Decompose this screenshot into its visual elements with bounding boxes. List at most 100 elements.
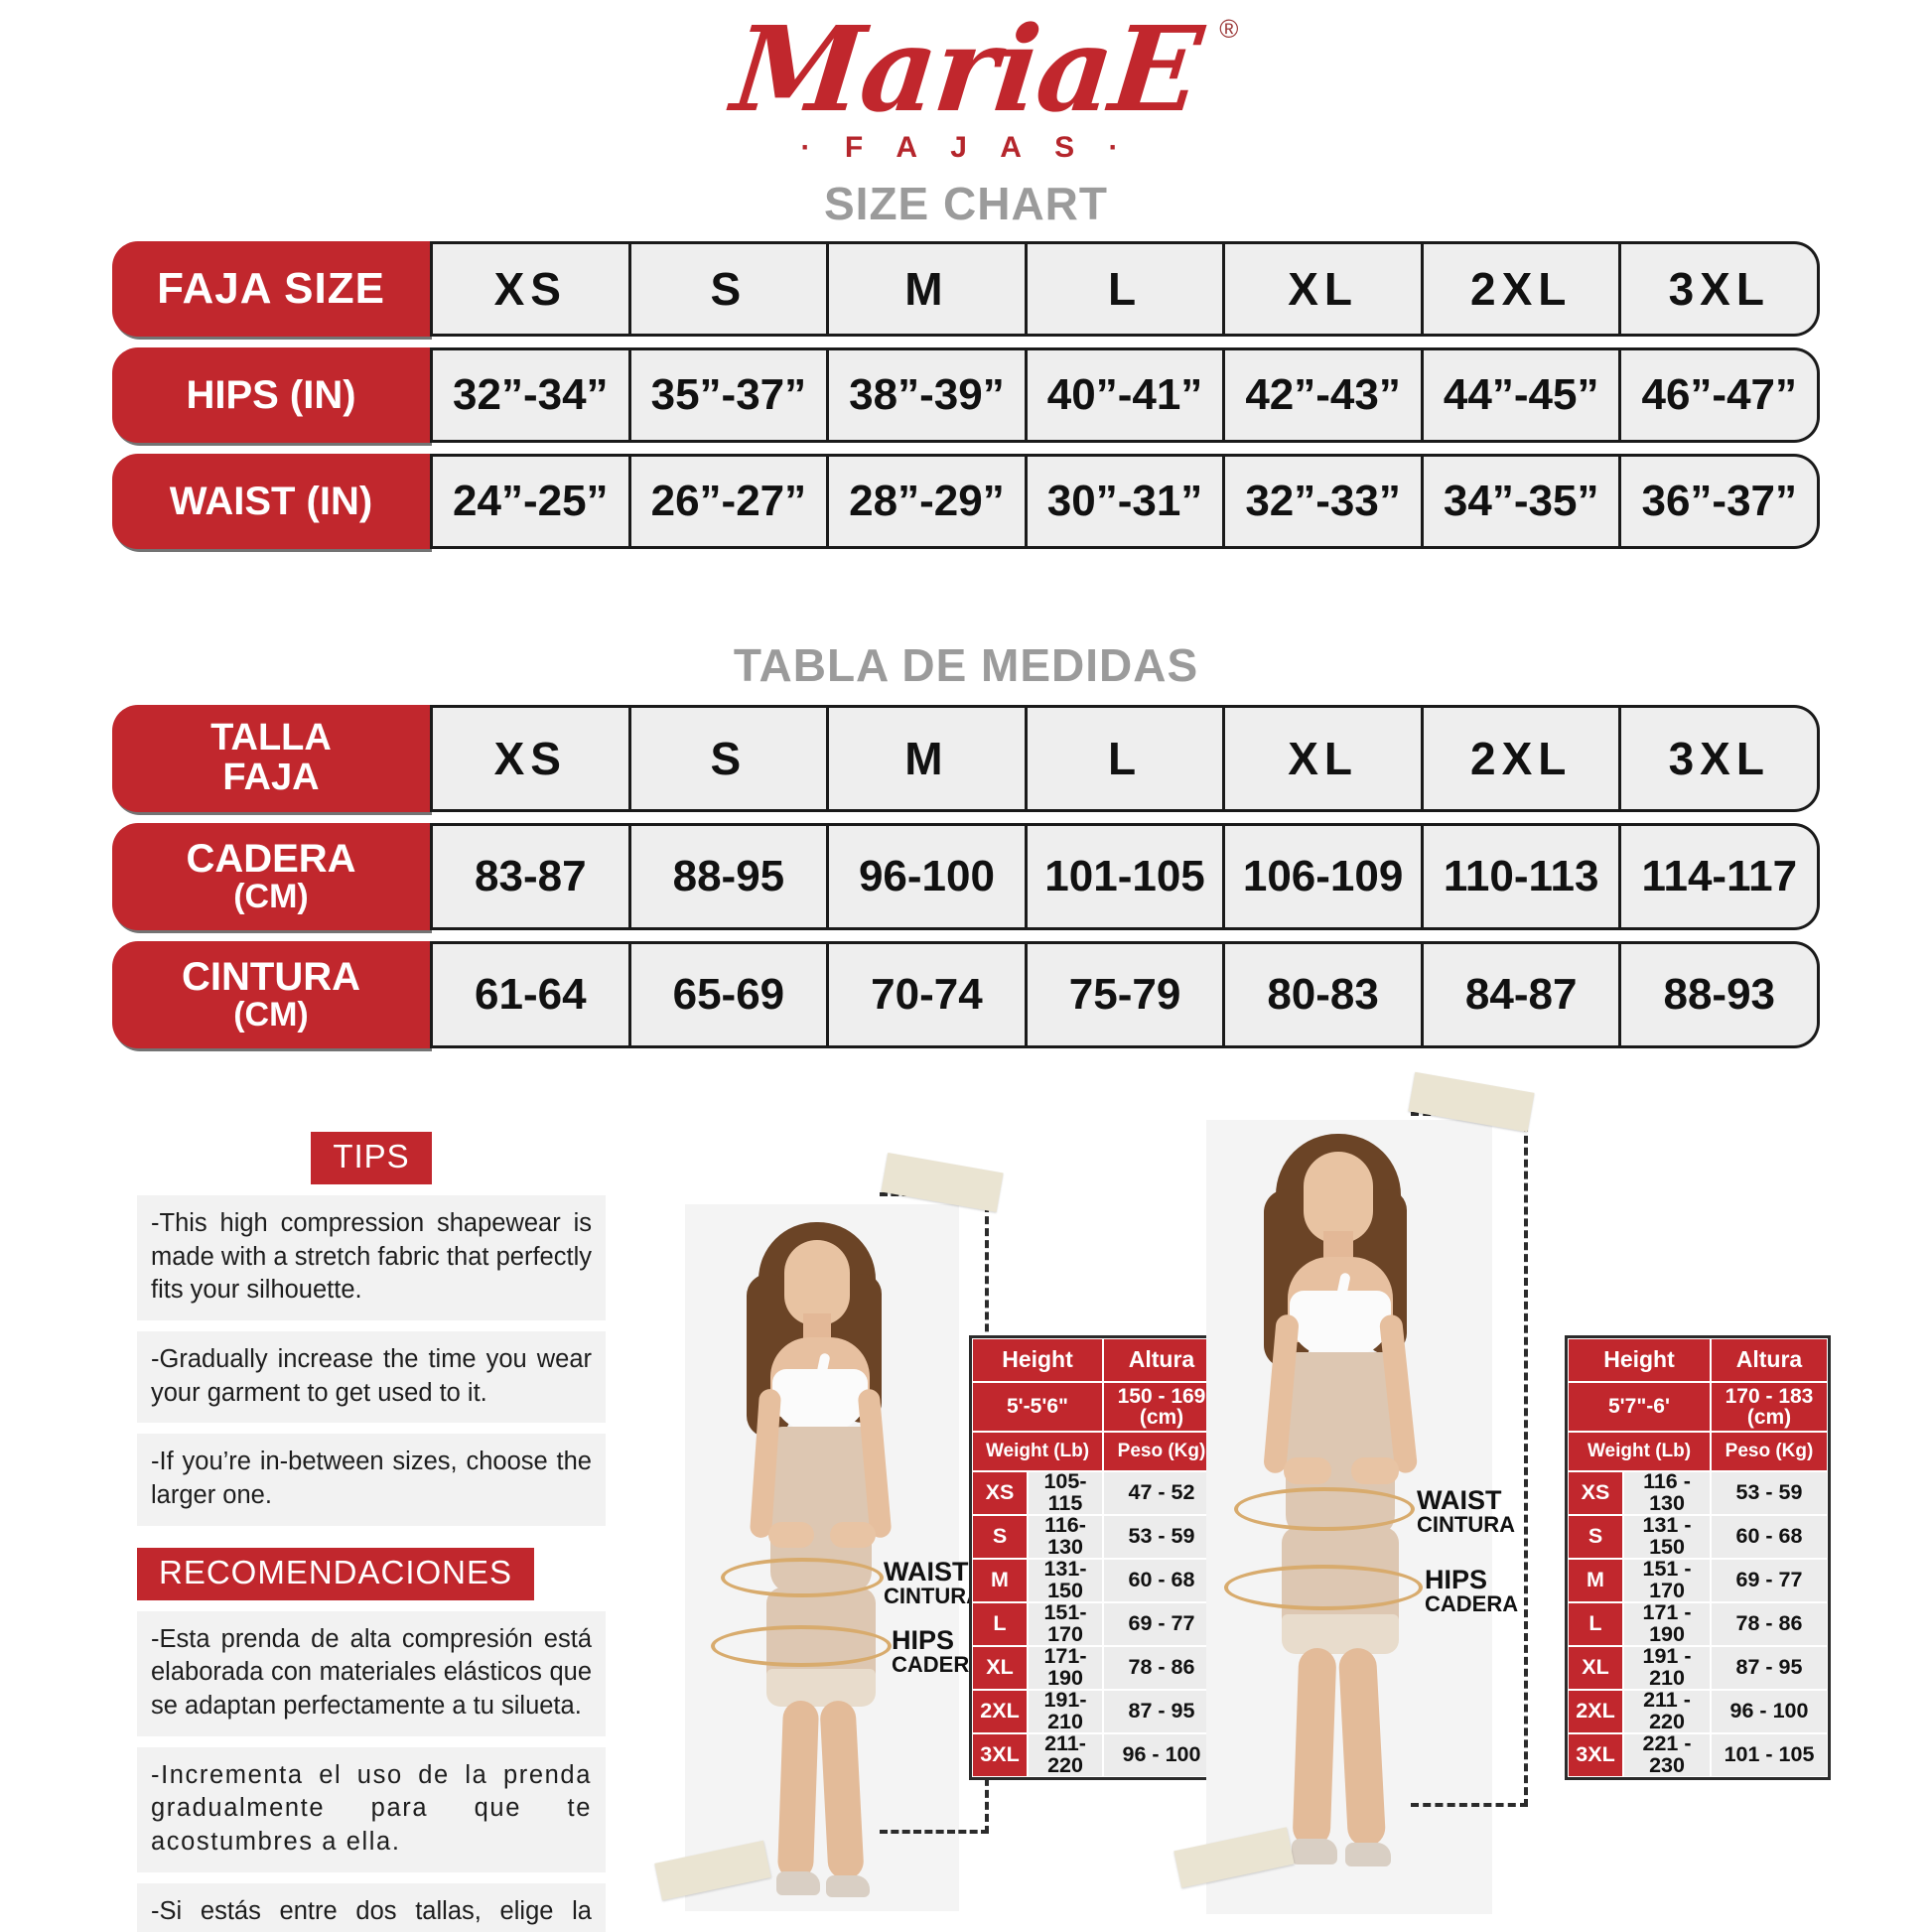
hw-right-size-3xl: 3XL	[1568, 1733, 1623, 1777]
size-chart-table: FAJA SIZE XS S M L XL 2XL 3XL HIPS (IN) …	[112, 241, 1821, 549]
hw-right-weight-label: Weight (Lb)	[1568, 1432, 1711, 1471]
cadera-label-line2: (CM)	[233, 878, 309, 916]
size-header-s: S	[630, 241, 830, 337]
header-label-line2: FAJA	[222, 757, 320, 798]
hw-left-lb-xs: 105-115	[1028, 1470, 1103, 1515]
cadera-label-line1: CADERA	[186, 837, 356, 882]
table-row-hips-in: HIPS (IN) 32”-34” 35”-37” 38”-39” 40”-41…	[112, 347, 1821, 443]
tabla-medidas-header-label: TALLA FAJA	[112, 705, 430, 812]
hw-left-lb-xl: 171-190	[1028, 1645, 1103, 1690]
cell-hips-3xl: 46”-47”	[1621, 347, 1821, 443]
hw-right-row-xl: XL 191 - 210 87 - 95	[1568, 1645, 1828, 1690]
hw-left-size-s: S	[972, 1515, 1028, 1559]
waist-measure-ring-right	[1234, 1487, 1415, 1531]
dashed-bracket-right	[1411, 1112, 1528, 1807]
cell-cintura-xl: 80-83	[1225, 941, 1424, 1048]
hips-label-en-right: HIPS	[1425, 1565, 1488, 1594]
hw-left-peso-label: Peso (Kg)	[1103, 1432, 1220, 1471]
hw-left-size-xl: XL	[972, 1646, 1028, 1690]
row-label-cintura: CINTURA (CM)	[112, 941, 430, 1048]
hw-right-altura-label: Altura	[1711, 1338, 1828, 1382]
hw-right-row-s: S 131 - 150 60 - 68	[1568, 1514, 1828, 1559]
hw-left-row-l: L 151-170 69 - 77	[972, 1601, 1220, 1646]
hw-right-kg-s: 60 - 68	[1711, 1515, 1828, 1559]
hw-left-altura-label: Altura	[1103, 1338, 1220, 1382]
hw-left-kg-l: 69 - 77	[1103, 1602, 1220, 1646]
cell-hips-xl: 42”-43”	[1225, 347, 1424, 443]
cell-hips-2xl: 44”-45”	[1423, 347, 1622, 443]
talla-header-3xl: 3XL	[1621, 705, 1821, 812]
hw-right-kg-xl: 87 - 95	[1711, 1646, 1828, 1690]
tip-item-2: -Gradually increase the time you wear yo…	[137, 1330, 606, 1424]
recomendacion-item-2: -Incrementa el uso de la prenda gradualm…	[137, 1746, 606, 1872]
hw-right-lb-2xl: 211 - 220	[1623, 1689, 1711, 1733]
tabla-medidas-title: TABLA DE MEDIDAS	[733, 639, 1199, 691]
hw-right-row-l: L 171 - 190 78 - 86	[1568, 1601, 1828, 1646]
hw-left-lb-l: 151-170	[1028, 1601, 1103, 1646]
recomendaciones-heading-row: RECOMENDACIONES	[137, 1547, 606, 1600]
model-panel-left: WAIST CINTURA HIPS CADERA	[654, 1153, 1004, 1911]
hw-right-height-value: 5'7"-6'	[1568, 1382, 1711, 1432]
cell-cadera-s: 88-95	[630, 823, 830, 930]
hw-left-lb-m: 131-150	[1028, 1558, 1103, 1602]
tips-column: TIPS -This high compression shapewear is…	[137, 1132, 606, 1932]
talla-header-m: M	[829, 705, 1028, 812]
brand-logo: MariaE ® · F A J A S ·	[0, 0, 1932, 165]
hw-right-lb-xl: 191 - 210	[1623, 1645, 1711, 1690]
hw-left-size-3xl: 3XL	[972, 1733, 1028, 1777]
hw-left-size-m: M	[972, 1559, 1028, 1602]
hw-right-kg-3xl: 101 - 105	[1711, 1733, 1828, 1777]
cell-cadera-m: 96-100	[829, 823, 1028, 930]
size-header-3xl: 3XL	[1621, 241, 1821, 337]
size-header-2xl: 2XL	[1423, 241, 1622, 337]
hw-right-header-row: Height Altura	[1568, 1338, 1828, 1382]
waist-label-left: WAIST CINTURA	[884, 1559, 982, 1607]
hw-left-kg-2xl: 87 - 95	[1103, 1690, 1220, 1733]
waist-measure-ring-left	[721, 1558, 884, 1597]
hw-left-row-xs: XS 105-115 47 - 52	[972, 1470, 1220, 1515]
waist-label-es-left: CINTURA	[884, 1584, 982, 1608]
talla-header-2xl: 2XL	[1423, 705, 1622, 812]
size-header-xl: XL	[1225, 241, 1424, 337]
hw-right-range-row: 5'7"-6' 170 - 183 (cm)	[1568, 1382, 1828, 1432]
hw-left-size-2xl: 2XL	[972, 1690, 1028, 1733]
cintura-label-line1: CINTURA	[182, 955, 360, 1000]
brand-tagline: · F A J A S ·	[800, 131, 1132, 165]
hw-right-kg-l: 78 - 86	[1711, 1602, 1828, 1646]
size-header-m: M	[829, 241, 1028, 337]
hw-left-row-3xl: 3XL 211-220 96 - 100	[972, 1732, 1220, 1777]
hw-right-lb-3xl: 221 - 230	[1623, 1732, 1711, 1777]
hw-left-row-s: S 116-130 53 - 59	[972, 1514, 1220, 1559]
hw-left-weight-header-row: Weight (Lb) Peso (Kg)	[972, 1432, 1220, 1471]
talla-header-s: S	[630, 705, 830, 812]
hw-left-kg-xs: 47 - 52	[1103, 1471, 1220, 1515]
hw-right-kg-m: 69 - 77	[1711, 1559, 1828, 1602]
registered-trademark-icon: ®	[1219, 14, 1237, 44]
hw-left-size-l: L	[972, 1602, 1028, 1646]
cell-cintura-3xl: 88-93	[1621, 941, 1821, 1048]
hw-left-size-xs: XS	[972, 1471, 1028, 1515]
cell-waist-xl: 32”-33”	[1225, 454, 1424, 549]
cell-waist-l: 30”-31”	[1027, 454, 1226, 549]
recomendacion-item-1: -Esta prenda de alta compresión está ela…	[137, 1610, 606, 1736]
hw-left-kg-s: 53 - 59	[1103, 1515, 1220, 1559]
size-chart-header-label: FAJA SIZE	[112, 241, 430, 337]
cell-hips-l: 40”-41”	[1027, 347, 1226, 443]
cell-hips-m: 38”-39”	[829, 347, 1028, 443]
cell-cadera-xs: 83-87	[430, 823, 631, 930]
hw-right-lb-s: 131 - 150	[1623, 1514, 1711, 1559]
hw-right-altura-value: 170 - 183 (cm)	[1711, 1382, 1828, 1432]
hw-left-row-m: M 131-150 60 - 68	[972, 1558, 1220, 1602]
hw-left-header-row: Height Altura	[972, 1338, 1220, 1382]
waist-label-es-right: CINTURA	[1417, 1512, 1515, 1537]
hw-right-size-2xl: 2XL	[1568, 1690, 1623, 1733]
hw-right-kg-xs: 53 - 59	[1711, 1471, 1828, 1515]
tips-heading-row: TIPS	[137, 1132, 606, 1184]
table-row-cadera-cm: CADERA (CM) 83-87 88-95 96-100 101-105 1…	[112, 823, 1821, 930]
hips-label-right: HIPS CADERA	[1425, 1567, 1518, 1615]
hw-left-kg-m: 60 - 68	[1103, 1559, 1220, 1602]
hw-right-size-s: S	[1568, 1515, 1623, 1559]
hw-right-row-xs: XS 116 - 130 53 - 59	[1568, 1470, 1828, 1515]
cell-waist-xs: 24”-25”	[430, 454, 631, 549]
